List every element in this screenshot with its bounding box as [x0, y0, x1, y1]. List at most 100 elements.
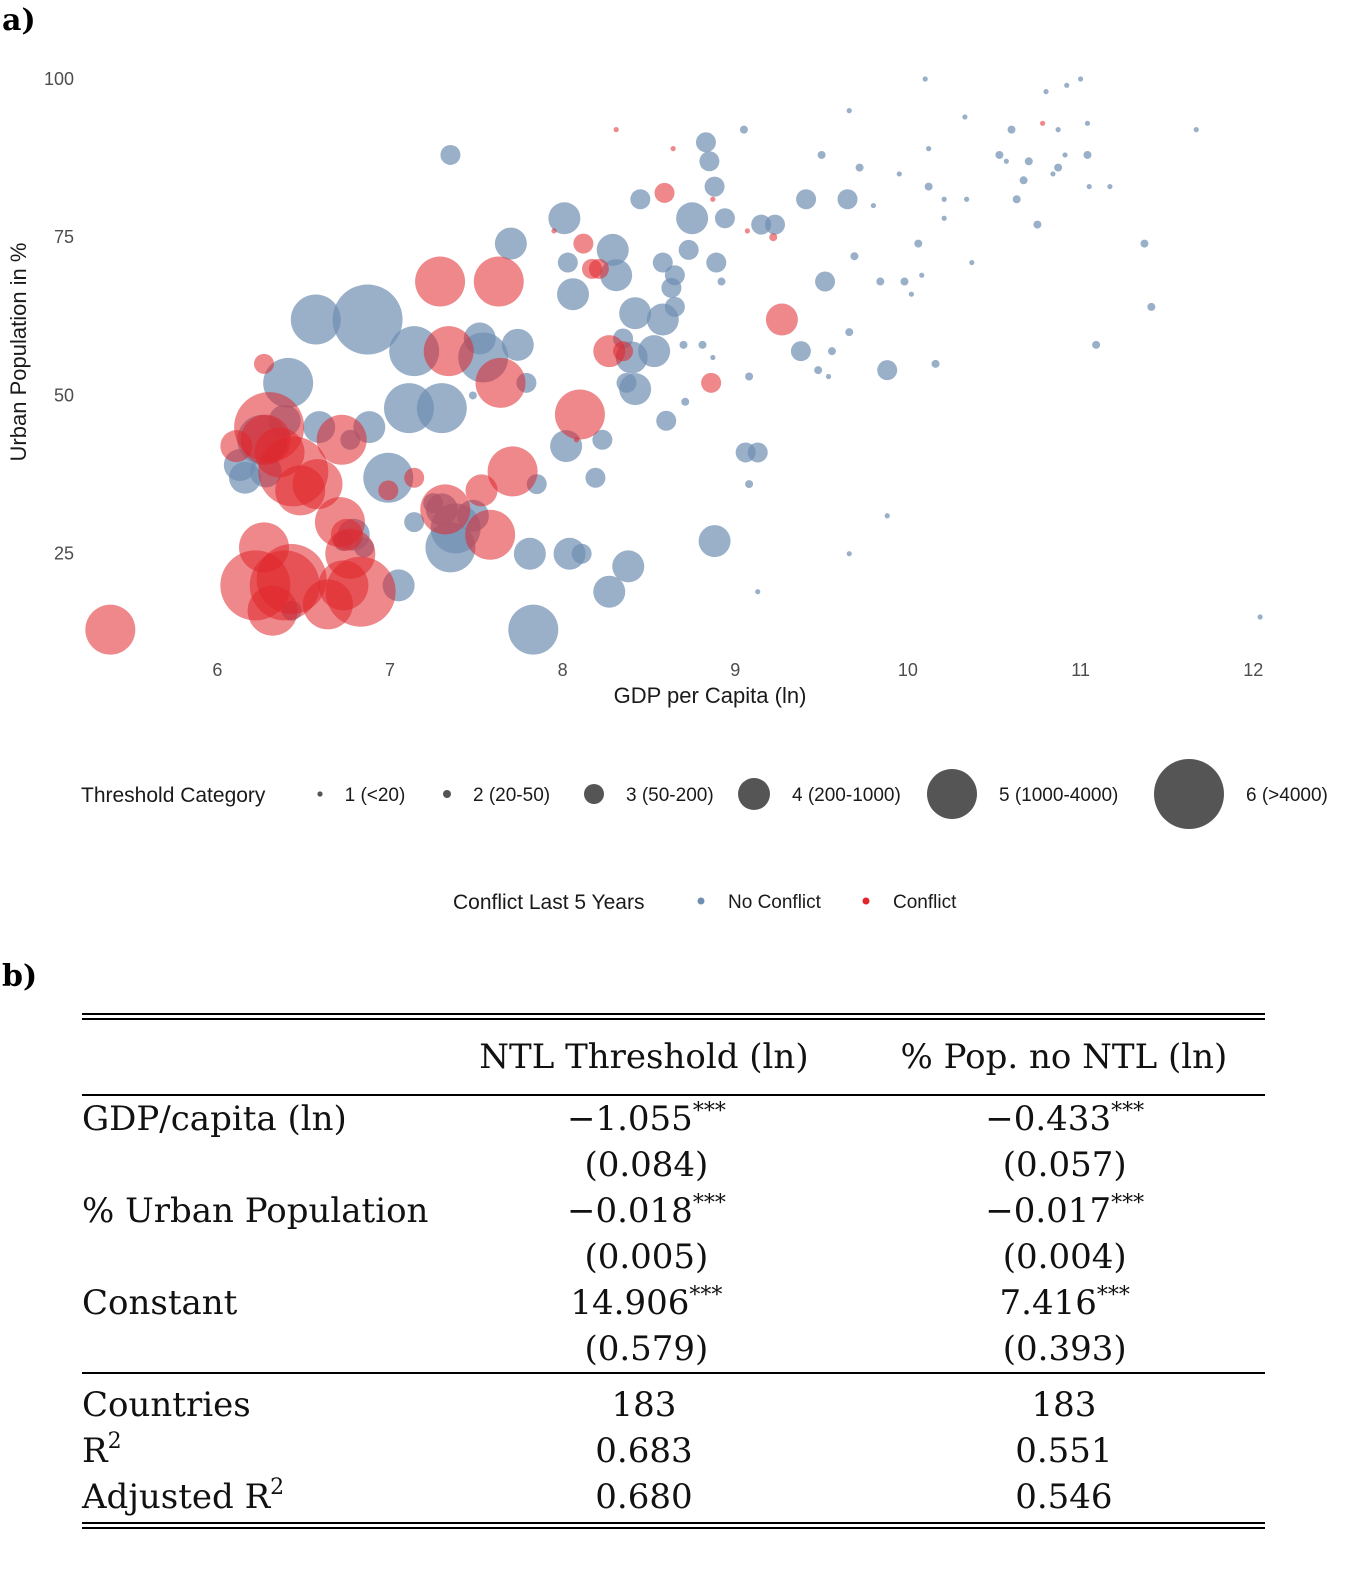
coef-cell: (0.057) [864, 1142, 1265, 1188]
coef-cell: (0.393) [864, 1326, 1265, 1372]
significance-stars: *** [1111, 1191, 1145, 1216]
coefficient-rows: GDP/capita (ln) −1.055*** −0.433*** (0.084)… [82, 1096, 1265, 1372]
data-point [896, 171, 902, 177]
scatter-chart: Urban Population in % GDP per Capita (ln… [6, 69, 1328, 914]
data-point [1003, 158, 1009, 164]
table-mid-rule [82, 1372, 1265, 1374]
data-point [1257, 614, 1263, 620]
data-point [926, 146, 932, 152]
stat-label: R2 [82, 1428, 425, 1474]
row-label [82, 1234, 428, 1280]
data-point [664, 296, 685, 317]
x-tick-label: 10 [898, 660, 918, 680]
header-blank [82, 1020, 425, 1094]
data-point [573, 233, 594, 254]
data-point [389, 326, 440, 377]
data-points [85, 76, 1263, 655]
stat-value: 183 [1031, 1385, 1097, 1425]
data-point [969, 259, 975, 266]
data-point [679, 340, 688, 349]
x-tick-label: 6 [212, 660, 222, 680]
stat-value: 0.551 [1015, 1431, 1113, 1471]
data-point [656, 410, 677, 431]
coef-cell: −0.017*** [864, 1188, 1265, 1234]
data-point [919, 272, 925, 278]
data-point [695, 132, 716, 153]
significance-stars: *** [1111, 1099, 1145, 1124]
coef-value: −0.433 [985, 1099, 1112, 1139]
stat-label-text: Countries [82, 1385, 251, 1425]
coef-cell: −0.433*** [864, 1096, 1265, 1142]
data-point [494, 227, 527, 260]
data-point [487, 446, 538, 497]
data-point [706, 252, 727, 273]
data-point [404, 512, 425, 533]
data-point [593, 575, 626, 608]
x-tick-label: 7 [385, 660, 395, 680]
x-tick-label: 12 [1243, 660, 1263, 680]
data-point [1019, 176, 1028, 185]
data-point [678, 239, 699, 260]
panel-a-label: a) [2, 3, 36, 38]
data-point [616, 372, 637, 393]
data-point [585, 467, 606, 488]
y-tick-label: 25 [54, 544, 74, 564]
data-point [1039, 120, 1046, 126]
data-point [1077, 76, 1084, 82]
y-tick-label: 75 [54, 227, 74, 247]
data-point [473, 256, 524, 307]
data-point [717, 277, 726, 286]
table-row: GDP/capita (ln) −1.055*** −0.433*** [82, 1096, 1265, 1142]
coef-cell: 14.906*** [428, 1280, 864, 1326]
coef-value: (0.579) [584, 1329, 709, 1369]
size-legend-label: 4 (200-1000) [792, 785, 901, 806]
table-header-rule [82, 1094, 1265, 1096]
data-point [1007, 125, 1016, 134]
data-point [1043, 89, 1049, 95]
stat-label: Adjusted R2 [82, 1474, 425, 1520]
x-tick-label: 8 [558, 660, 568, 680]
color-legend-label: No Conflict [728, 892, 822, 913]
data-point [275, 465, 326, 516]
data-point [827, 347, 836, 356]
data-point [815, 271, 836, 292]
stat-value: 183 [611, 1385, 677, 1425]
data-point [814, 366, 823, 375]
axis-ticks: 6 7 8 9 10 11 12 25 50 75 100 [44, 69, 1263, 680]
data-point [931, 359, 940, 368]
data-point [877, 360, 898, 381]
data-point [316, 414, 367, 465]
coef-cell: −1.055*** [428, 1096, 864, 1142]
coef-cell: −0.018*** [428, 1188, 864, 1234]
data-point [846, 551, 852, 557]
data-point [551, 228, 557, 234]
data-point [745, 372, 754, 381]
data-point [698, 525, 731, 558]
data-point [557, 278, 590, 311]
data-point [796, 189, 817, 210]
data-point [630, 189, 651, 210]
coef-cell: (0.005) [428, 1234, 864, 1280]
size-legend-label: 5 (1000-4000) [999, 785, 1118, 806]
data-point [596, 233, 629, 266]
data-point [420, 484, 471, 535]
data-point [508, 604, 559, 655]
data-point [465, 509, 516, 560]
coef-value: (0.004) [1002, 1237, 1127, 1277]
data-point [837, 189, 858, 210]
data-point [714, 208, 735, 229]
color-legend-key [862, 897, 870, 905]
series-conflict [85, 120, 1046, 655]
data-point [995, 150, 1004, 159]
data-point [612, 550, 645, 583]
data-point [962, 114, 968, 120]
stat-label-superscript: 2 [270, 1475, 285, 1500]
data-point [755, 589, 761, 595]
data-point [1033, 220, 1042, 229]
data-point [440, 144, 461, 165]
data-point [661, 277, 682, 298]
data-point [588, 258, 609, 279]
y-axis-title: Urban Population in % [6, 243, 31, 462]
coef-value: (0.005) [584, 1237, 709, 1277]
data-point [850, 252, 859, 261]
